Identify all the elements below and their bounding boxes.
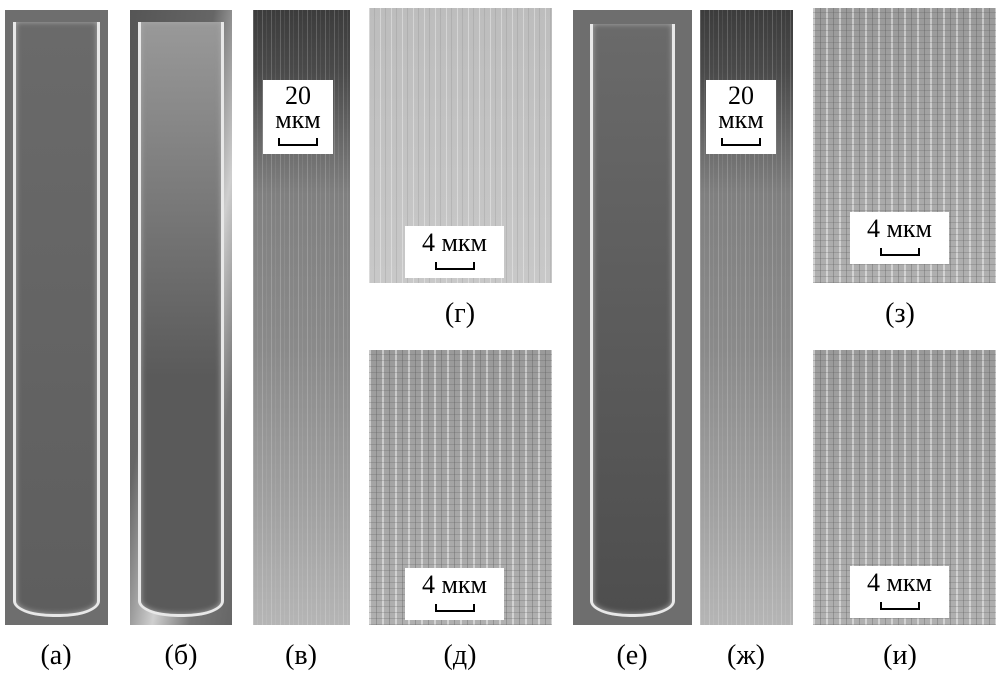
panel-label: (д) (443, 640, 477, 671)
scale-unit: мкм (886, 214, 933, 243)
micrograph (130, 10, 232, 625)
panel-label: (г) (444, 298, 476, 329)
scale-number: 4 (421, 570, 435, 599)
panel-label: (а) (40, 640, 72, 671)
scale-bar: 4 мкм (405, 568, 504, 620)
scale-number: 4 (866, 214, 880, 243)
scale-bar: 20 мкм (706, 80, 776, 154)
scale-number: 4 (421, 228, 435, 257)
micrograph (573, 10, 692, 625)
scale-number: 4 (866, 568, 880, 597)
scale-bar: 4 мкм (850, 566, 949, 618)
scale-unit: мкм (441, 228, 488, 257)
scale-bar: 4 мкм (405, 226, 504, 278)
panel-label: (е) (616, 640, 648, 671)
panel-label: (ж) (727, 640, 765, 671)
scale-unit: мкм (886, 568, 933, 597)
scale-number: 20 (285, 81, 311, 110)
panel-label: (б) (164, 640, 198, 671)
scale-bar: 4 мкм (850, 212, 949, 264)
micrograph (5, 10, 108, 625)
scale-unit: мкм (441, 570, 488, 599)
scale-number: 20 (728, 81, 754, 110)
scale-bar: 20 мкм (263, 80, 333, 154)
scale-unit: мкм (275, 105, 321, 134)
panel-label: (з) (885, 298, 915, 329)
panel-label: (в) (285, 640, 317, 671)
scale-unit: мкм (718, 105, 764, 134)
panel-label: (и) (883, 640, 917, 671)
